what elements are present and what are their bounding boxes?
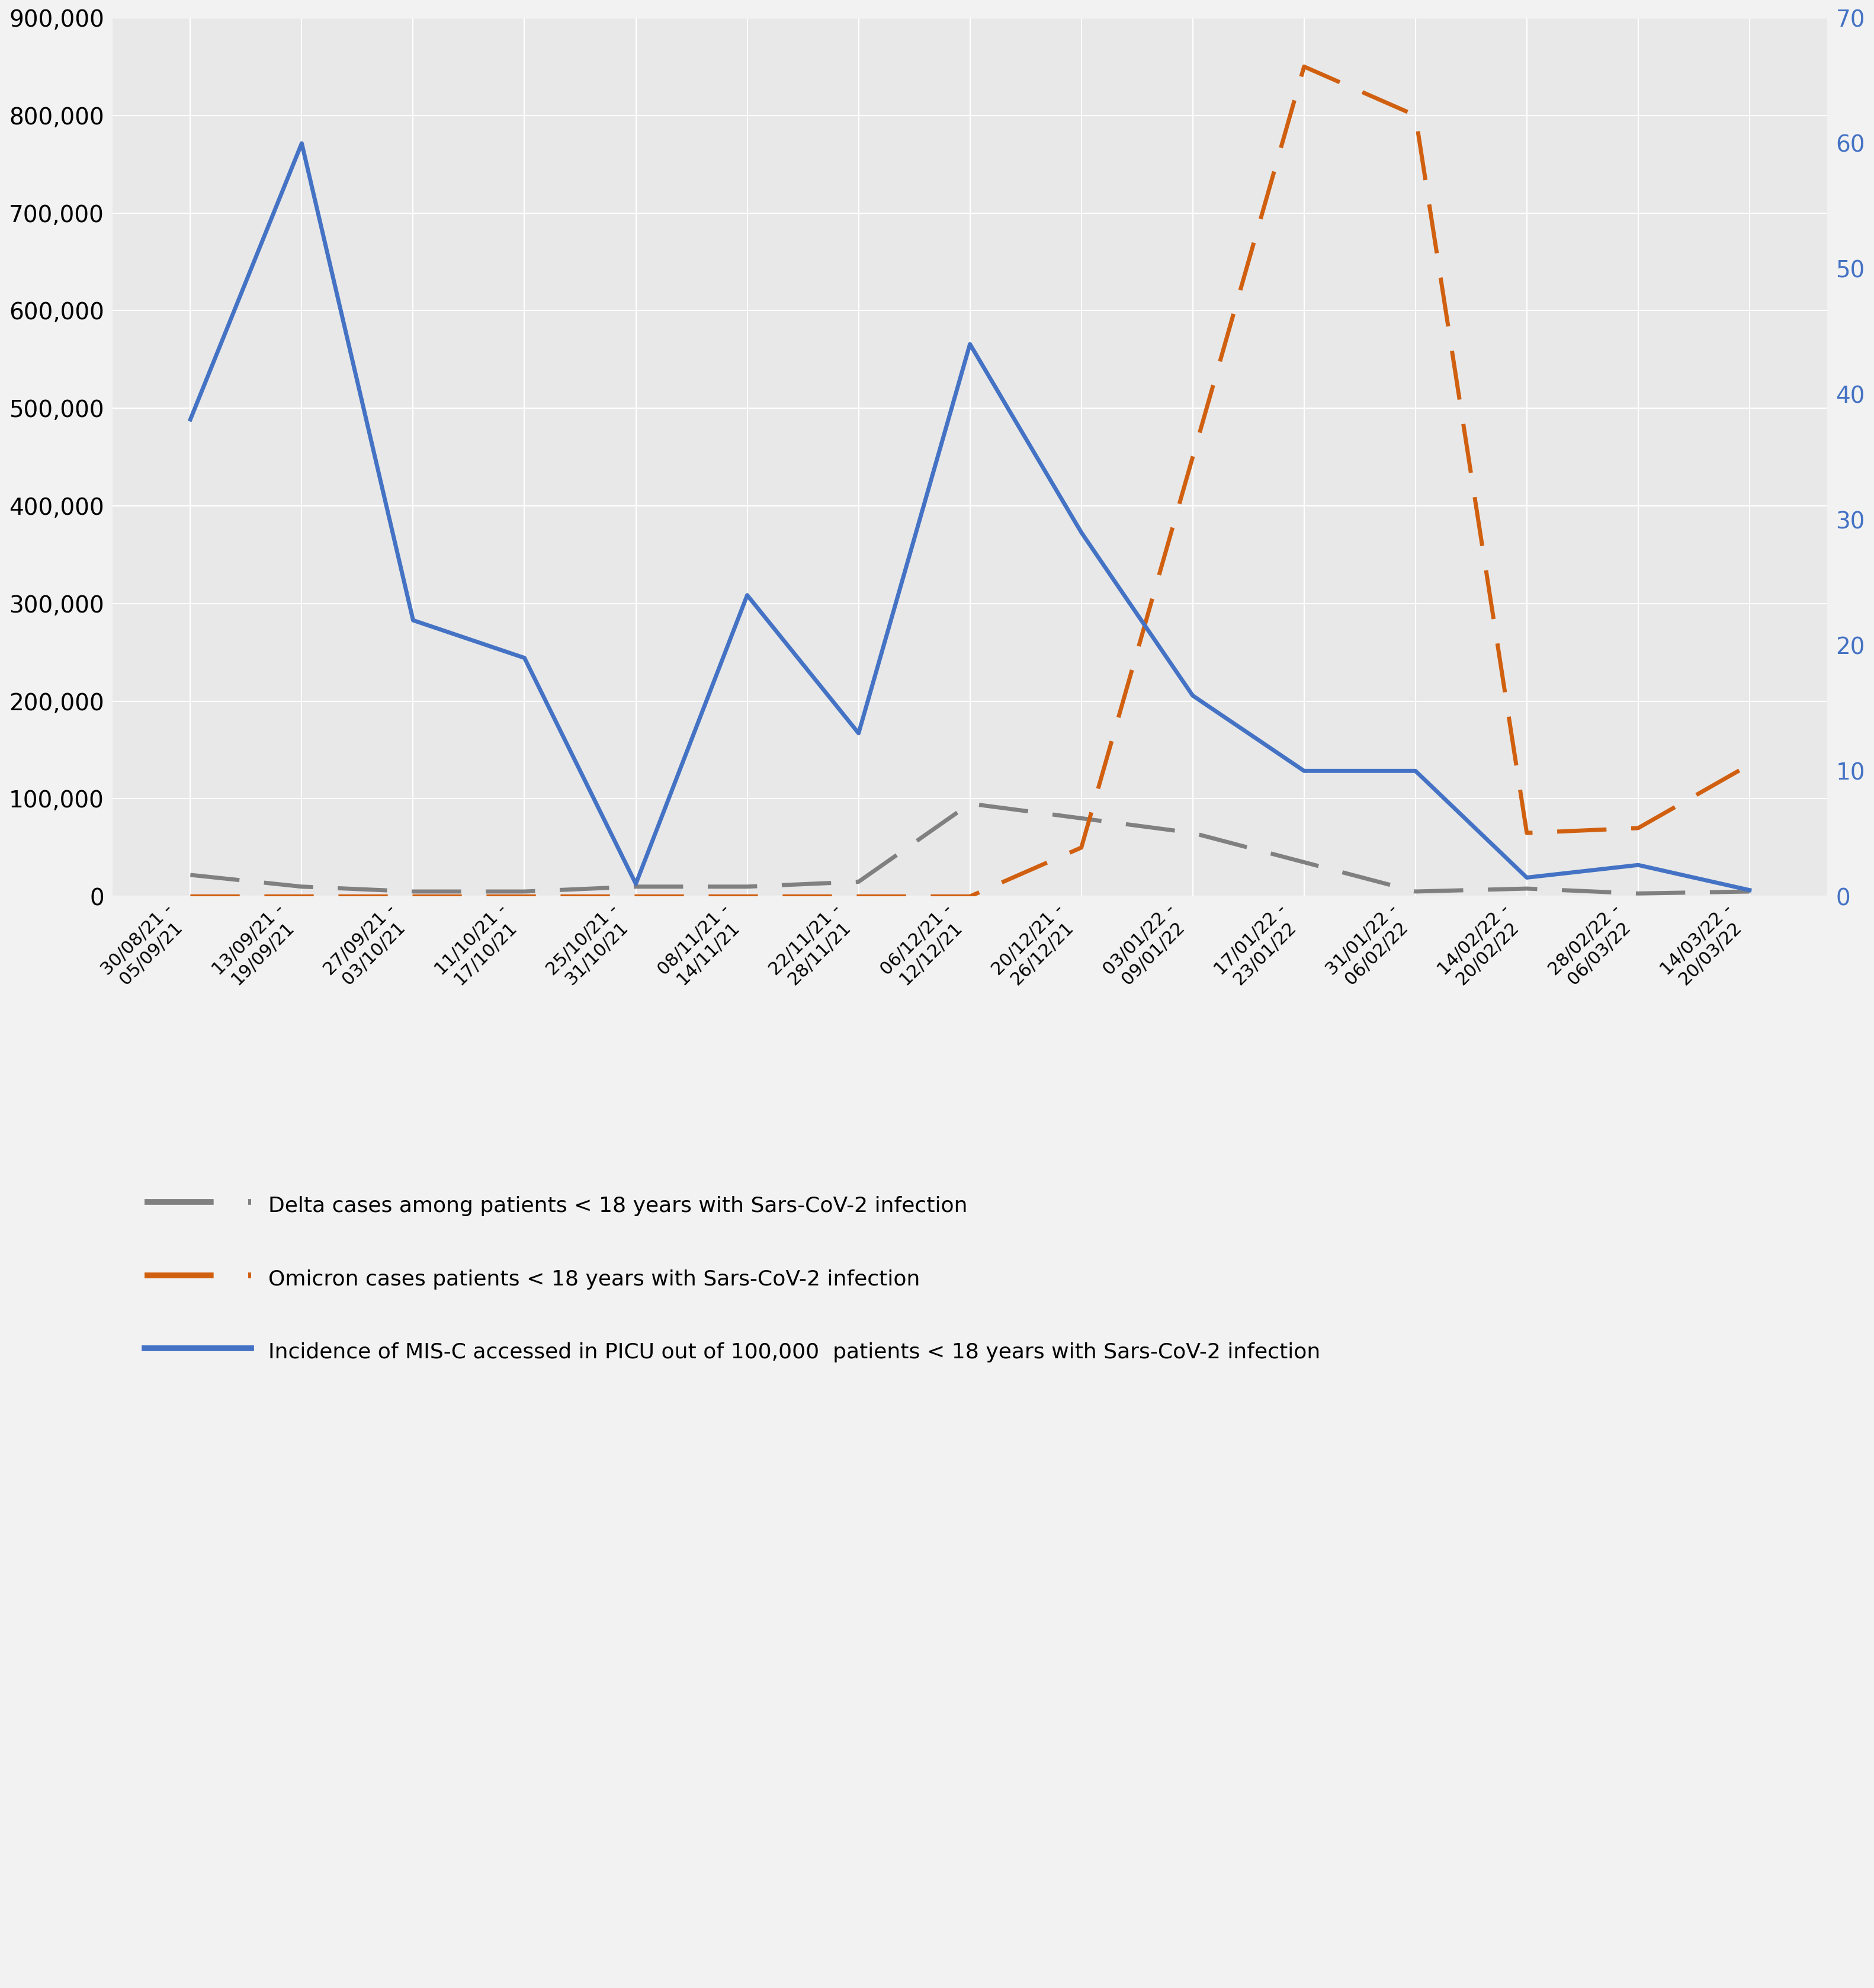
Delta cases among patients < 18 years with Sars-CoV-2 infection: [624, 875, 647, 899]
Incidence of MIS-C accessed in PICU out of 100,000  patients < 18 years with Sars-CoV-2 infection: [1070, 521, 1093, 545]
Legend: Delta cases among patients < 18 years with Sars-CoV-2 infection, Omicron cases p: Delta cases among patients < 18 years wi…: [124, 1171, 1342, 1386]
Omicron cases patients < 18 years with Sars-CoV-2 infection: [1070, 835, 1093, 859]
Delta cases among patients < 18 years with Sars-CoV-2 infection: [847, 871, 870, 895]
Incidence of MIS-C accessed in PICU out of 100,000  patients < 18 years with Sars-CoV-2 infection: [401, 608, 424, 632]
Incidence of MIS-C accessed in PICU out of 100,000  patients < 18 years with Sars-CoV-2 infection: [736, 582, 759, 606]
Incidence of MIS-C accessed in PICU out of 100,000  patients < 18 years with Sars-CoV-2 infection: [624, 873, 647, 897]
Omicron cases patients < 18 years with Sars-CoV-2 infection: [1516, 821, 1539, 845]
Delta cases among patients < 18 years with Sars-CoV-2 infection: [1516, 877, 1539, 901]
Omicron cases patients < 18 years with Sars-CoV-2 infection: [1404, 103, 1426, 127]
Delta cases among patients < 18 years with Sars-CoV-2 infection: [1181, 821, 1203, 845]
Incidence of MIS-C accessed in PICU out of 100,000  patients < 18 years with Sars-CoV-2 infection: [1293, 759, 1316, 783]
Omicron cases patients < 18 years with Sars-CoV-2 infection: [180, 885, 202, 909]
Delta cases among patients < 18 years with Sars-CoV-2 infection: [736, 875, 759, 899]
Incidence of MIS-C accessed in PICU out of 100,000  patients < 18 years with Sars-CoV-2 infection: [1404, 759, 1426, 783]
Delta cases among patients < 18 years with Sars-CoV-2 infection: [1070, 807, 1093, 831]
Line: Delta cases among patients < 18 years with Sars-CoV-2 infection: Delta cases among patients < 18 years wi…: [191, 803, 1750, 893]
Incidence of MIS-C accessed in PICU out of 100,000  patients < 18 years with Sars-CoV-2 infection: [959, 332, 982, 356]
Omicron cases patients < 18 years with Sars-CoV-2 infection: [1293, 54, 1316, 78]
Omicron cases patients < 18 years with Sars-CoV-2 infection: [1739, 753, 1762, 777]
Delta cases among patients < 18 years with Sars-CoV-2 infection: [290, 875, 313, 899]
Delta cases among patients < 18 years with Sars-CoV-2 infection: [1627, 881, 1649, 905]
Omicron cases patients < 18 years with Sars-CoV-2 infection: [736, 885, 759, 909]
Line: Omicron cases patients < 18 years with Sars-CoV-2 infection: Omicron cases patients < 18 years with S…: [191, 66, 1750, 897]
Incidence of MIS-C accessed in PICU out of 100,000  patients < 18 years with Sars-CoV-2 infection: [1739, 879, 1762, 903]
Delta cases among patients < 18 years with Sars-CoV-2 infection: [1739, 879, 1762, 903]
Delta cases among patients < 18 years with Sars-CoV-2 infection: [401, 879, 424, 903]
Delta cases among patients < 18 years with Sars-CoV-2 infection: [180, 863, 202, 887]
Omicron cases patients < 18 years with Sars-CoV-2 infection: [1627, 817, 1649, 841]
Omicron cases patients < 18 years with Sars-CoV-2 infection: [401, 885, 424, 909]
Delta cases among patients < 18 years with Sars-CoV-2 infection: [959, 791, 982, 815]
Omicron cases patients < 18 years with Sars-CoV-2 infection: [513, 885, 536, 909]
Omicron cases patients < 18 years with Sars-CoV-2 infection: [959, 885, 982, 909]
Incidence of MIS-C accessed in PICU out of 100,000  patients < 18 years with Sars-CoV-2 infection: [847, 722, 870, 746]
Omicron cases patients < 18 years with Sars-CoV-2 infection: [290, 885, 313, 909]
Omicron cases patients < 18 years with Sars-CoV-2 infection: [624, 885, 647, 909]
Delta cases among patients < 18 years with Sars-CoV-2 infection: [1404, 879, 1426, 903]
Delta cases among patients < 18 years with Sars-CoV-2 infection: [1293, 851, 1316, 875]
Incidence of MIS-C accessed in PICU out of 100,000  patients < 18 years with Sars-CoV-2 infection: [290, 131, 313, 155]
Line: Incidence of MIS-C accessed in PICU out of 100,000  patients < 18 years with Sars-CoV-2 infection: Incidence of MIS-C accessed in PICU out …: [191, 143, 1750, 891]
Incidence of MIS-C accessed in PICU out of 100,000  patients < 18 years with Sars-CoV-2 infection: [180, 408, 202, 431]
Incidence of MIS-C accessed in PICU out of 100,000  patients < 18 years with Sars-CoV-2 infection: [513, 646, 536, 670]
Omicron cases patients < 18 years with Sars-CoV-2 infection: [1181, 445, 1203, 469]
Omicron cases patients < 18 years with Sars-CoV-2 infection: [847, 885, 870, 909]
Incidence of MIS-C accessed in PICU out of 100,000  patients < 18 years with Sars-CoV-2 infection: [1181, 684, 1203, 708]
Incidence of MIS-C accessed in PICU out of 100,000  patients < 18 years with Sars-CoV-2 infection: [1627, 853, 1649, 877]
Incidence of MIS-C accessed in PICU out of 100,000  patients < 18 years with Sars-CoV-2 infection: [1516, 865, 1539, 889]
Delta cases among patients < 18 years with Sars-CoV-2 infection: [513, 879, 536, 903]
